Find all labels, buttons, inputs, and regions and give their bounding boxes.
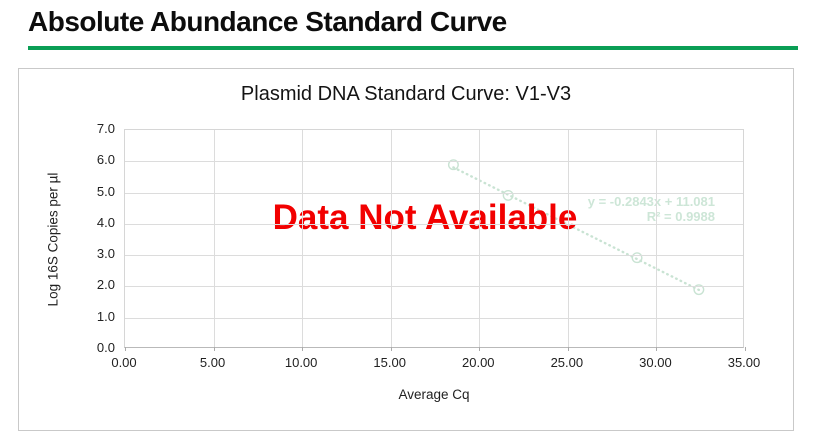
y-tick-label: 3.0 — [96, 246, 115, 262]
gridline-vertical — [479, 130, 481, 347]
x-axis-tickmark — [567, 347, 569, 351]
chart-title: Plasmid DNA Standard Curve: V1-V3 — [240, 83, 572, 105]
x-tick-label: 10.00 — [284, 355, 318, 370]
x-axis-tickmark — [125, 347, 126, 351]
x-tick-label: 30.00 — [639, 355, 672, 370]
y-tick-label: 1.0 — [96, 308, 115, 324]
heading-underline-rule — [28, 46, 798, 50]
x-tick-label: 0.00 — [111, 355, 137, 370]
gridline-vertical — [656, 130, 658, 347]
x-tick-label: 15.00 — [373, 355, 406, 370]
x-axis-tickmark — [656, 347, 658, 351]
gridline-horizontal — [125, 161, 743, 163]
y-tick-label: 2.0 — [96, 277, 115, 293]
y-tick-label: 0.0 — [96, 340, 115, 355]
gridline-horizontal — [125, 286, 743, 288]
gridline-horizontal — [125, 223, 743, 225]
plot-area: y = -0.2843x + 11.081 R² = 0.9988 Data N… — [124, 129, 746, 351]
gridline-vertical — [213, 130, 215, 347]
y-tick-label: 6.0 — [96, 152, 115, 168]
gridline-horizontal — [125, 317, 743, 319]
y-tick-label: 5.0 — [96, 183, 115, 199]
y-tick-label: 7.0 — [96, 121, 115, 136]
x-axis-tickmark — [302, 347, 304, 351]
equation-text: y = -0.2843x + 11.081 — [587, 194, 715, 209]
page-title: Absolute Abundance Standard Curve — [28, 6, 507, 37]
r-squared-text: R² = 0.9988 — [646, 209, 715, 224]
data-not-available-message: Data Not Available — [272, 198, 578, 237]
x-axis-tickmark — [213, 347, 215, 351]
x-tick-label: 20.00 — [462, 355, 495, 370]
data-point-marker — [631, 252, 643, 264]
data-point-marker — [693, 284, 705, 296]
gridline-vertical — [390, 130, 392, 347]
trendline-equation-label: y = -0.2843x + 11.081 R² = 0.9988 — [588, 194, 715, 224]
x-tick-label: 25.00 — [550, 355, 584, 370]
y-axis-title: Log 16S Copies per µl — [45, 172, 61, 307]
x-axis-title: Average Cq — [398, 387, 470, 402]
gridline-horizontal — [125, 255, 743, 257]
gridline-vertical — [567, 130, 569, 347]
trendline — [452, 166, 701, 292]
x-axis-tickmark — [390, 347, 392, 351]
x-tick-label: 35.00 — [727, 355, 761, 370]
chart-card: Plasmid DNA Standard Curve: V1-V3 Log 16… — [18, 68, 794, 431]
x-axis-tickmark — [479, 347, 481, 351]
x-tick-label: 5.00 — [199, 355, 226, 370]
x-axis-tickmark — [745, 347, 746, 351]
y-tick-label: 4.0 — [96, 214, 115, 230]
data-point-marker — [447, 159, 459, 171]
gridline-horizontal — [125, 192, 743, 194]
gridline-vertical — [302, 130, 304, 347]
data-point-marker — [502, 189, 514, 201]
trendline-svg — [447, 159, 705, 296]
